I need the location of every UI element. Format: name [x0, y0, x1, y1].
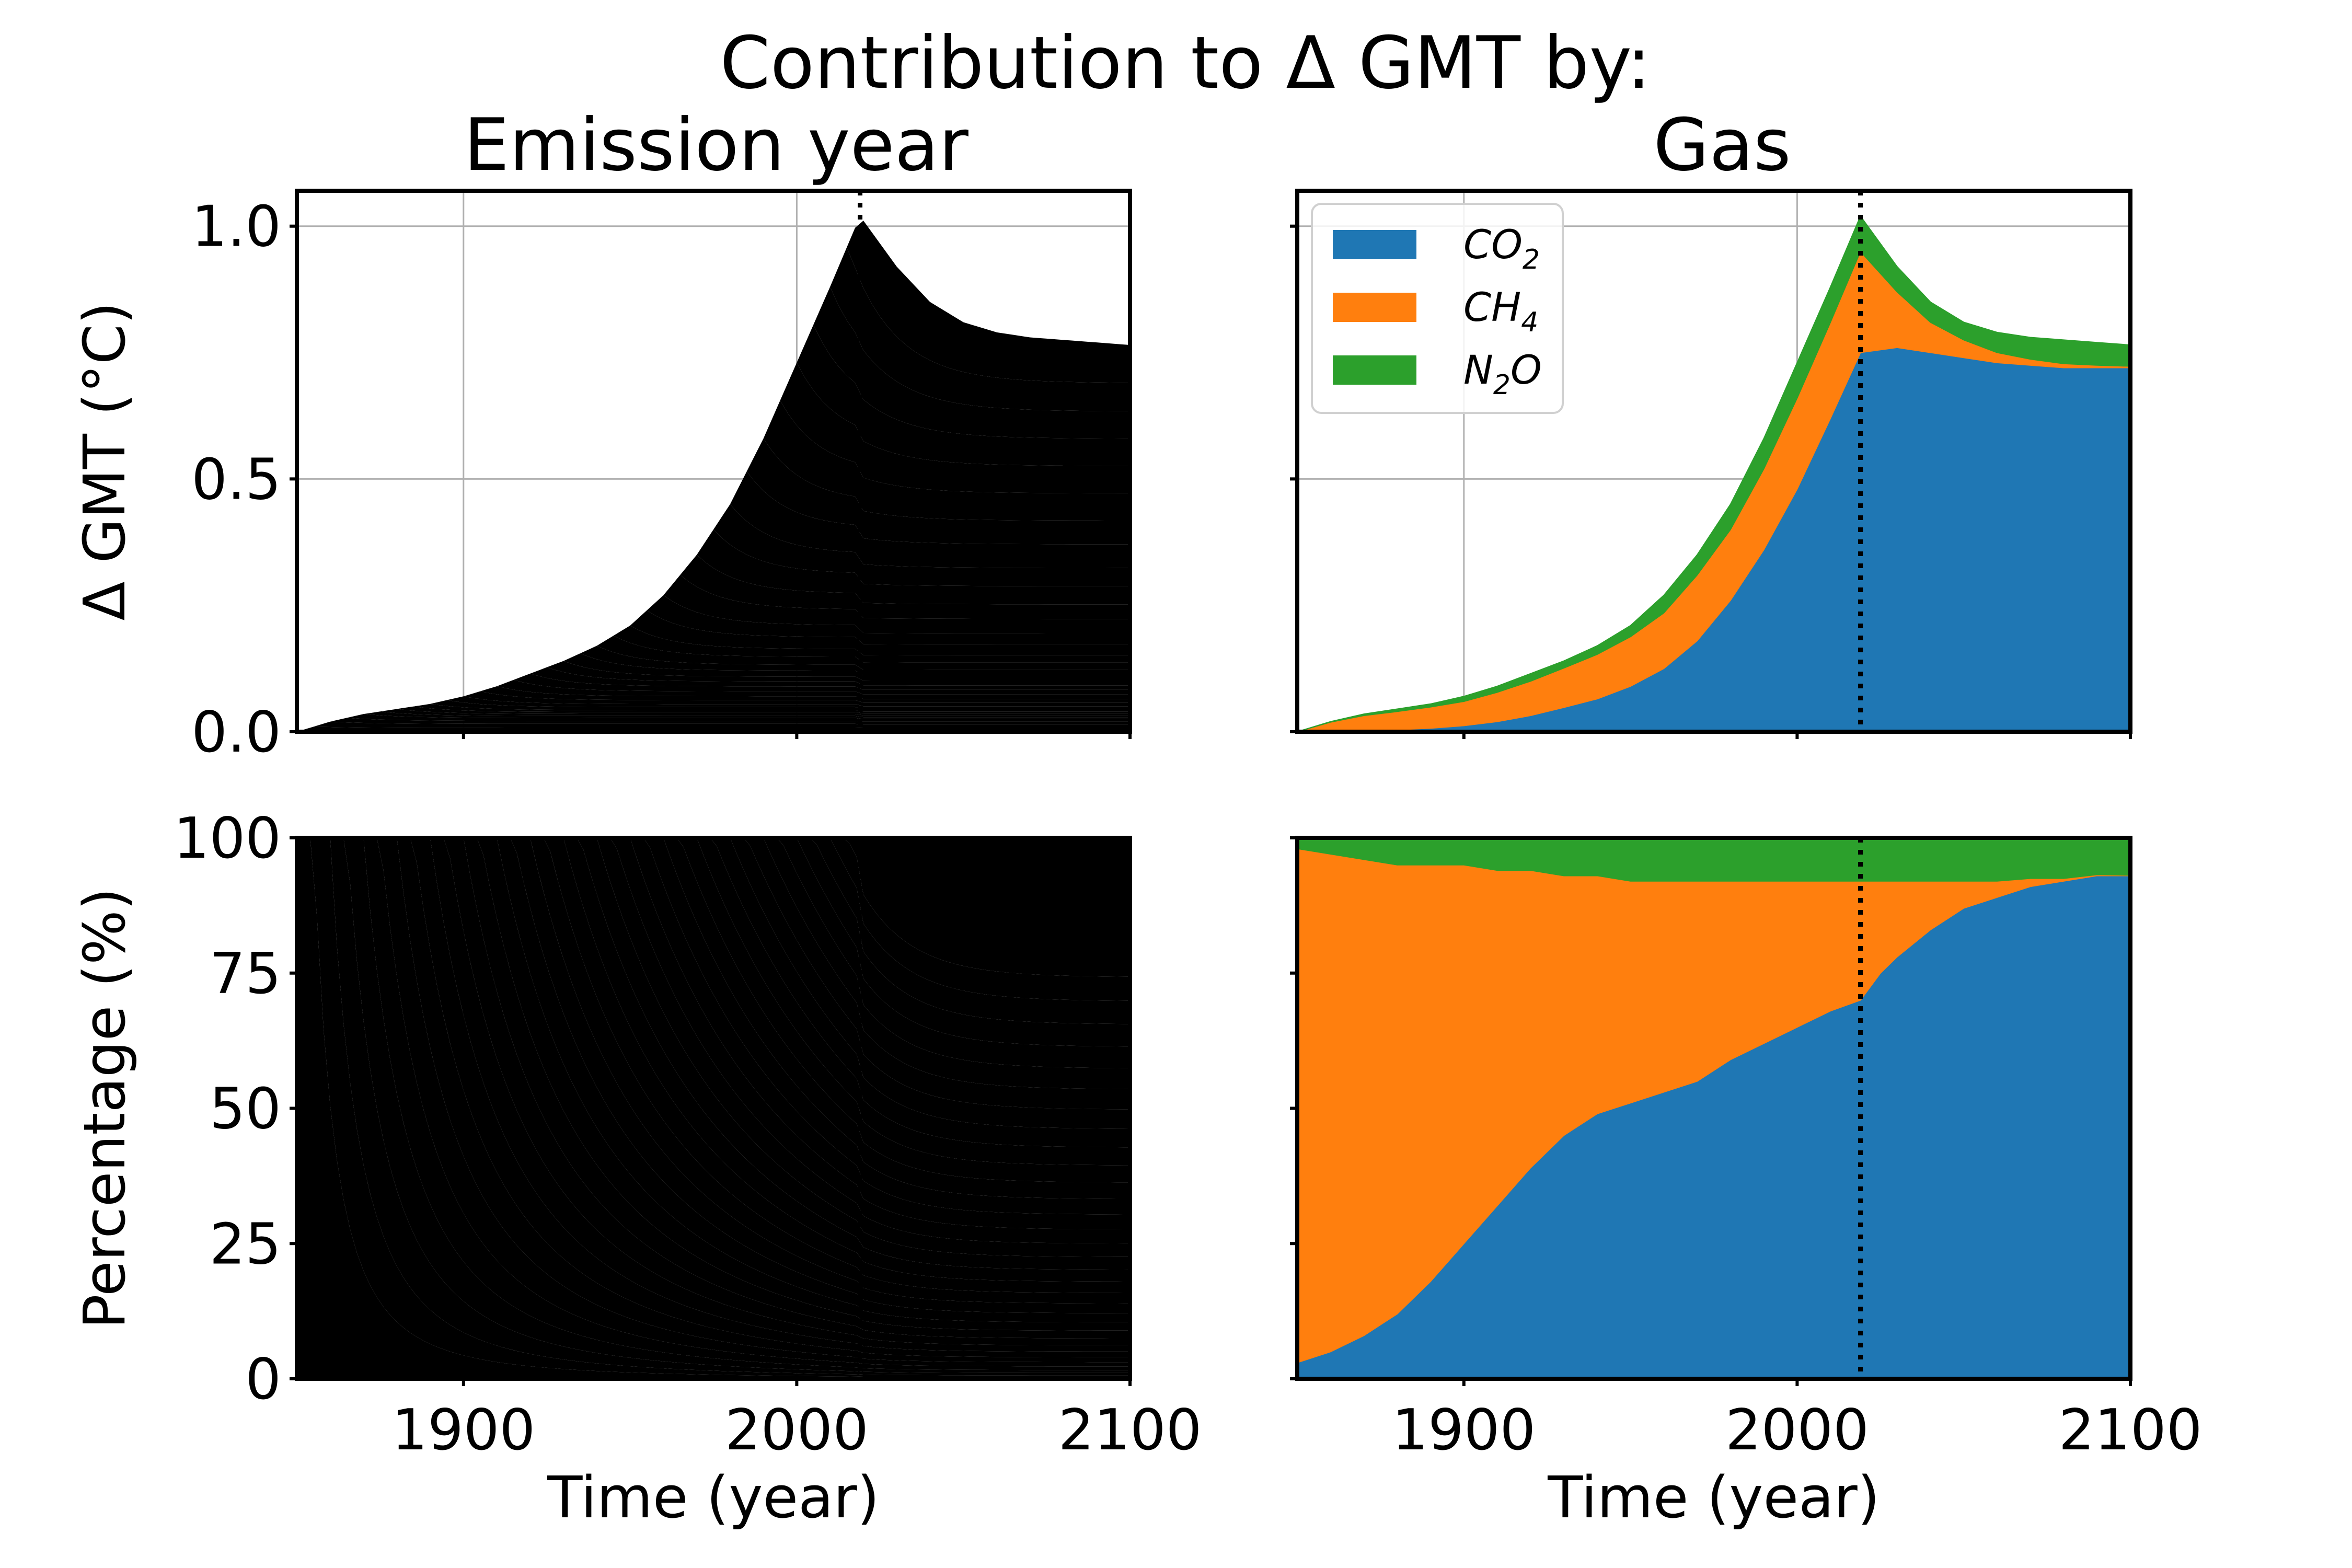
emission-year-percentage-band [297, 838, 1130, 1367]
emission-year-band [297, 625, 1130, 732]
emission-year-band [297, 555, 1130, 732]
emission-year-percentage-band [297, 838, 1130, 1001]
legend-swatch-co2 [1333, 230, 1416, 259]
column-title-emission-year: Emission year [464, 103, 969, 187]
emission-year-bands [297, 221, 1130, 732]
emission-year-percentage-band [297, 838, 1130, 1313]
y-tick-label: 0 [245, 1347, 281, 1412]
x-axis-label: Time (year) [1547, 1464, 1880, 1531]
emission-year-percentage-band [297, 838, 1130, 1370]
legend-label-ch4: CH4 [1463, 284, 1538, 338]
x-tick-label: 1900 [1392, 1398, 1536, 1463]
emission-year-band [297, 575, 1130, 732]
emission-year-band [297, 714, 1130, 732]
figure-suptitle: Contribution to Δ GMT by: [720, 21, 1651, 105]
emission-year-band [297, 610, 1130, 732]
plot-frame [295, 189, 1132, 734]
x-tick-label: 2100 [1058, 1398, 1202, 1463]
chart-percentage-by-gas: 1900 2000 2100 Time (year) [1290, 836, 2203, 1531]
legend-swatch-n2o [1333, 355, 1416, 385]
emission-year-percentage-band [297, 838, 1130, 1068]
y-tick-label: 25 [210, 1212, 281, 1277]
plot-frame [1295, 189, 2132, 734]
emission-year-band [297, 721, 1130, 732]
y-axis-label: Δ GMT (°C) [71, 302, 138, 620]
emission-year-band [297, 221, 1130, 732]
emission-year-percentage-band [297, 838, 1130, 1363]
legend-swatch-ch4 [1333, 293, 1416, 322]
emission-year-percentage-bands [297, 838, 1130, 1379]
emission-year-band [297, 247, 1130, 732]
x-tick-label: 2000 [1725, 1398, 1869, 1463]
gas-percentage-areas [1297, 837, 2131, 1379]
emission-year-band [297, 595, 1130, 732]
chart-percentage-by-emission-year: 1900 2000 2100 0 25 50 75 100 Time (year) Percent… [71, 806, 1202, 1531]
emission-year-band [297, 718, 1130, 732]
x-tick-label: 2000 [725, 1398, 869, 1463]
legend-label-co2: CO2 [1463, 221, 1540, 275]
y-tick-label: 50 [210, 1077, 281, 1142]
y-tick-label: 1.0 [191, 194, 281, 260]
emission-year-percentage-band [297, 838, 1130, 1322]
emission-year-percentage-band [297, 838, 1130, 1024]
emission-year-percentage-band [297, 838, 1130, 1244]
emission-year-band [297, 711, 1130, 732]
emission-year-band [297, 700, 1130, 732]
x-tick-label: 2100 [2059, 1398, 2203, 1463]
y-tick-label: 75 [210, 941, 281, 1007]
column-title-gas: Gas [1653, 103, 1791, 187]
y-tick-label: 0.0 [191, 700, 281, 765]
y-axis-label: Percentage (%) [71, 887, 138, 1329]
emission-year-percentage-band [297, 838, 1130, 1047]
legend: CO2 CH4 N2O [1311, 203, 1564, 414]
emission-year-percentage-band [297, 838, 1130, 1379]
emission-year-band [297, 696, 1130, 732]
emission-year-band [297, 706, 1130, 732]
emission-year-band [297, 704, 1130, 732]
emission-year-percentage-band [297, 838, 1130, 1183]
y-tick-label: 100 [174, 806, 281, 871]
x-tick-label: 1900 [391, 1398, 535, 1463]
legend-label-n2o: N2O [1463, 347, 1542, 401]
x-axis-label: Time (year) [547, 1464, 879, 1531]
emission-year-percentage-band [297, 838, 1130, 977]
chart-gmt-by-gas: CO2 CH4 N2O [1290, 189, 2132, 739]
y-tick-label: 0.5 [191, 447, 281, 512]
chart-gmt-by-emission-year: 0.0 0.5 1.0 Δ GMT (°C) [71, 189, 1132, 765]
emission-year-percentage-band [297, 838, 1130, 1339]
emission-year-band [297, 286, 1130, 732]
emission-year-band [297, 709, 1130, 732]
